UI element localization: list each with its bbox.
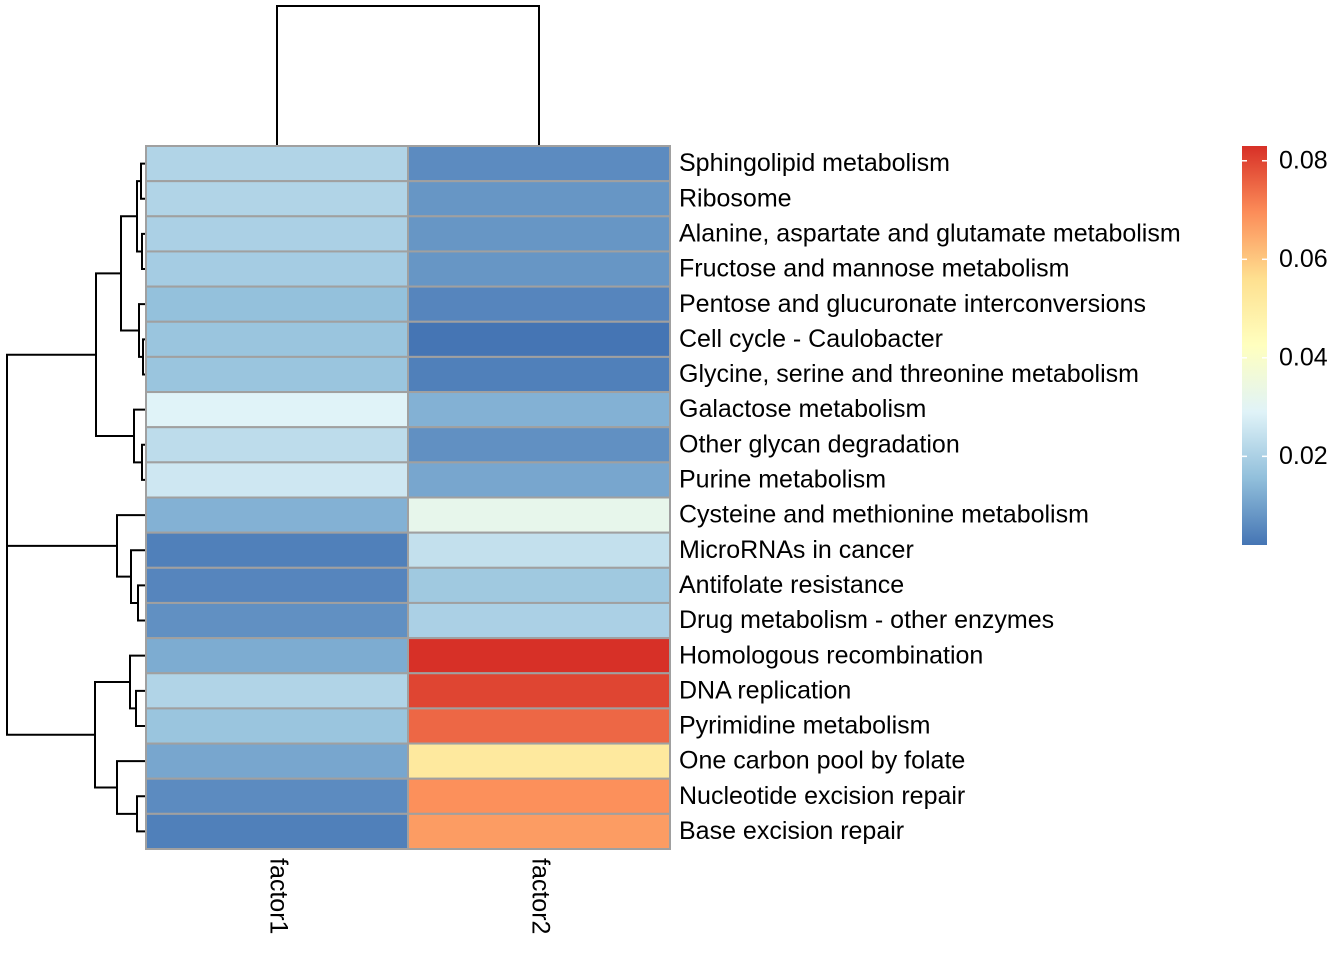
heatmap-cell bbox=[407, 777, 671, 815]
row-label: Purine metabolism bbox=[679, 466, 886, 494]
legend-tick-label: 0.04 bbox=[1279, 343, 1328, 371]
row-dendrogram-link bbox=[129, 654, 146, 710]
heatmap-cell bbox=[145, 461, 409, 499]
row-label: MicroRNAs in cancer bbox=[679, 536, 914, 564]
row-label: One carbon pool by folate bbox=[679, 747, 965, 775]
row-dendrogram-link bbox=[133, 408, 146, 464]
heatmap-cell bbox=[145, 285, 409, 323]
row-dendrogram-link bbox=[94, 681, 130, 789]
row-dendrogram-link bbox=[95, 272, 134, 437]
heatmap-cell bbox=[145, 566, 409, 604]
row-label: Ribosome bbox=[679, 184, 792, 212]
heatmap-cell bbox=[145, 742, 409, 780]
column-dendrogram bbox=[276, 5, 540, 146]
row-label: Pentose and glucuronate interconversions bbox=[679, 290, 1146, 318]
heatmap-cell bbox=[407, 391, 671, 429]
row-label: Other glycan degradation bbox=[679, 430, 960, 458]
heatmap-cell bbox=[145, 391, 409, 429]
row-label: Nucleotide excision repair bbox=[679, 782, 965, 810]
row-label: Drug metabolism - other enzymes bbox=[679, 606, 1054, 634]
heatmap-cell bbox=[145, 812, 409, 850]
row-dendrogram-link bbox=[6, 353, 117, 547]
heatmap-cell bbox=[407, 320, 671, 358]
heatmap-cell bbox=[145, 531, 409, 569]
heatmap-cell bbox=[407, 285, 671, 323]
heatmap-cell bbox=[407, 566, 671, 604]
heatmap-cell bbox=[145, 707, 409, 745]
column-label: factor1 bbox=[264, 858, 292, 934]
heatmap-cells bbox=[145, 145, 671, 850]
heatmap-cell bbox=[145, 777, 409, 815]
heatmap-cell bbox=[145, 601, 409, 640]
heatmap-cell bbox=[407, 215, 671, 253]
heatmap-cell bbox=[407, 145, 671, 183]
row-labels: Sphingolipid metabolism Ribosome Alanine, … bbox=[679, 149, 1181, 845]
heatmap-cell bbox=[145, 180, 409, 218]
heatmap-cell bbox=[407, 180, 671, 218]
row-dendrogram-link bbox=[137, 584, 146, 622]
heatmap-cell bbox=[145, 355, 409, 394]
heatmap-cell bbox=[407, 461, 671, 499]
column-dendrogram-link bbox=[276, 5, 540, 146]
color-legend: 0.02 0.04 0.06 0.08 bbox=[1242, 146, 1328, 545]
heatmap-cell bbox=[407, 426, 671, 464]
heatmap-cell bbox=[145, 637, 409, 675]
row-label: Galactose metabolism bbox=[679, 395, 926, 423]
row-dendrogram-root bbox=[6, 450, 95, 736]
heatmap-cell bbox=[145, 250, 409, 288]
heatmap-cell bbox=[145, 672, 409, 710]
row-label: Homologous recombination bbox=[679, 641, 983, 669]
row-dendrogram-link bbox=[136, 795, 146, 833]
heatmap-cell bbox=[145, 215, 409, 253]
row-label: Alanine, aspartate and glutamate metabol… bbox=[679, 219, 1181, 247]
legend-tick-label: 0.08 bbox=[1279, 146, 1328, 174]
row-label: Pyrimidine metabolism bbox=[679, 712, 930, 740]
row-label: Cell cycle - Caulobacter bbox=[679, 325, 943, 353]
row-label: Cysteine and methionine metabolism bbox=[679, 501, 1089, 529]
row-dendrogram-link bbox=[116, 760, 146, 815]
heatmap-cell bbox=[145, 320, 409, 358]
legend-color-bar bbox=[1242, 146, 1267, 545]
heatmap-cell bbox=[407, 672, 671, 710]
column-label: factor2 bbox=[526, 858, 554, 934]
row-label: Sphingolipid metabolism bbox=[679, 149, 950, 177]
heatmap-cell bbox=[145, 496, 409, 534]
heatmap-cell bbox=[407, 496, 671, 534]
heatmap-cell bbox=[145, 145, 409, 183]
heatmap-cell bbox=[407, 812, 671, 850]
heatmap-cell bbox=[407, 531, 671, 569]
legend-tick-label: 0.06 bbox=[1279, 245, 1328, 273]
row-label: Fructose and mannose metabolism bbox=[679, 255, 1069, 283]
heatmap-cell bbox=[407, 601, 671, 640]
heatmap-cell bbox=[407, 637, 671, 675]
heatmap-cell bbox=[407, 355, 671, 394]
heatmap-cell bbox=[407, 707, 671, 745]
row-dendrogram-link bbox=[135, 689, 146, 727]
heatmap-cell bbox=[145, 426, 409, 464]
heatmap-cell bbox=[407, 250, 671, 288]
row-dendrogram bbox=[6, 162, 146, 833]
row-label: DNA replication bbox=[679, 676, 851, 704]
heatmap-cell bbox=[407, 742, 671, 780]
column-labels: factor1 factor2 bbox=[264, 858, 554, 934]
row-label: Antifolate resistance bbox=[679, 571, 904, 599]
legend-tick-label: 0.02 bbox=[1279, 442, 1328, 470]
row-label: Base excision repair bbox=[679, 817, 904, 845]
row-label: Glycine, serine and threonine metabolism bbox=[679, 360, 1139, 388]
